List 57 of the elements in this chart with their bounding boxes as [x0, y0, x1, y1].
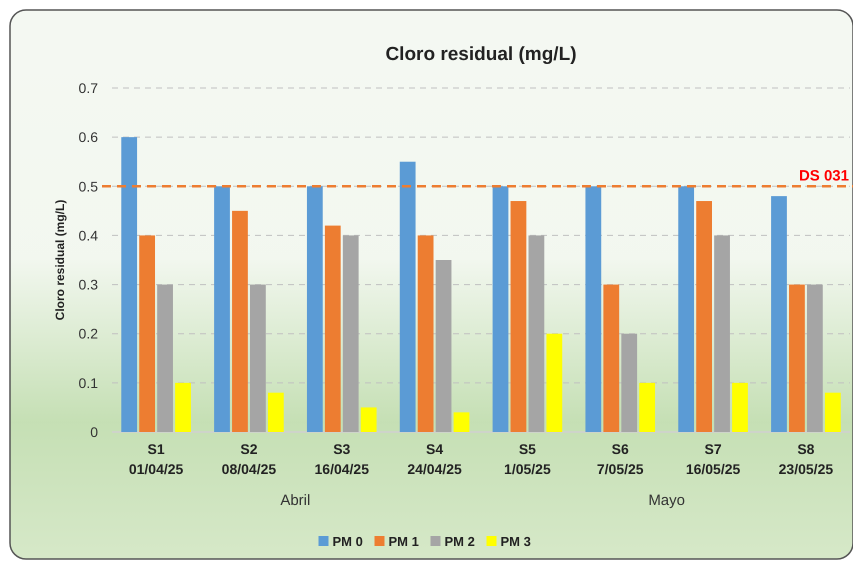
bar: [436, 260, 452, 432]
bar: [306, 186, 323, 432]
bar: [139, 235, 156, 432]
y-tick-label: 0.1: [78, 374, 98, 391]
y-tick-label: 0.6: [78, 129, 98, 146]
bar: [603, 284, 620, 432]
bar: [771, 196, 787, 432]
bar: [121, 137, 138, 432]
bar: [250, 284, 266, 432]
x-tick-label: S5 1/05/25: [504, 441, 551, 477]
x-tick-label: S2 08/04/25: [222, 441, 276, 477]
x-tick-label: S4 24/04/25: [407, 441, 462, 477]
bar: [454, 412, 470, 432]
bar: [324, 226, 341, 432]
bar: [400, 162, 416, 432]
x-tick-label: S3 16/04/25: [314, 441, 370, 477]
y-axis-title: Cloro residual (mg/L): [53, 200, 67, 320]
bar: [585, 186, 602, 432]
x-tick-label: S6 7/05/25: [596, 441, 644, 477]
bar: [510, 201, 526, 432]
bar: [678, 186, 694, 432]
legend-label: PM 0: [332, 534, 363, 549]
legend-label: PM 3: [500, 534, 531, 549]
y-tick-label: 0.3: [78, 276, 98, 293]
bar: [232, 210, 248, 432]
y-tick-label: 0.5: [78, 178, 98, 194]
y-tick-label: 0.7: [78, 80, 98, 96]
bar: [157, 284, 173, 432]
bar: [789, 284, 805, 432]
bar: [639, 382, 656, 432]
x-tick-label: S1 01/04/25: [128, 441, 184, 477]
legend-label: PM 2: [444, 534, 475, 549]
bar: [492, 186, 508, 432]
bar: [418, 235, 434, 432]
y-tick-label: 0.4: [78, 227, 98, 244]
x-tick-label: S8 23/05/25: [778, 441, 834, 477]
text: Abril: [280, 492, 310, 509]
bar: [824, 392, 841, 432]
chart-title: Cloro residual (mg/L): [385, 44, 577, 65]
bar: [806, 284, 823, 432]
y-tick-label: 0: [90, 424, 98, 440]
y-tick-label: 0.2: [78, 326, 98, 342]
bar: [342, 235, 359, 432]
x-tick-label: S7 16/05/25: [686, 441, 741, 477]
bar: [268, 392, 284, 432]
text: Mayo: [648, 492, 686, 509]
bar: [360, 407, 377, 432]
ref-line-label: DS 031: [798, 167, 849, 184]
bar: [175, 382, 191, 432]
bar: [546, 334, 562, 432]
bar: [528, 235, 544, 432]
legend-label: PM 1: [388, 534, 419, 549]
bar: [696, 201, 712, 432]
bar: [621, 334, 638, 432]
bar: [714, 235, 730, 432]
bar: [732, 382, 748, 432]
bar: [214, 186, 230, 432]
